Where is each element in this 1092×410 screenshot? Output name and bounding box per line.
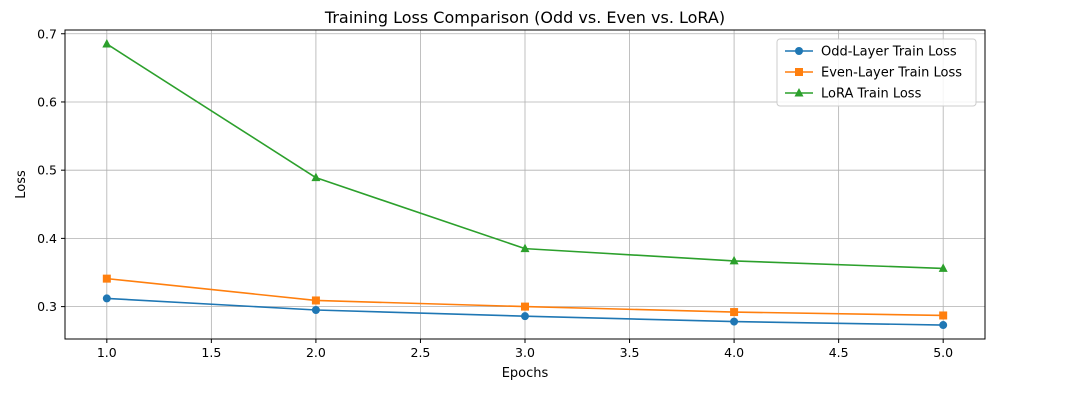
- legend-item: Even-Layer Train Loss: [785, 66, 962, 81]
- data-point: [521, 302, 529, 311]
- data-point: [520, 243, 530, 253]
- legend-item: Odd-Layer Train Loss: [785, 45, 957, 60]
- x-tick-label: 4.5: [829, 345, 849, 360]
- y-tick-label: 0.5: [37, 163, 57, 178]
- x-axis-label: Epochs: [502, 366, 549, 381]
- x-tick-label: 4.0: [724, 345, 744, 360]
- legend-marker: [795, 47, 803, 55]
- x-tick-label: 1.5: [201, 345, 221, 360]
- y-tick-label: 0.6: [37, 94, 57, 109]
- y-axis-label: Loss: [14, 170, 29, 199]
- legend-marker: [794, 88, 804, 97]
- legend-label: Even-Layer Train Loss: [821, 66, 962, 81]
- x-tick-label: 5.0: [933, 345, 953, 360]
- x-tick-label: 1.0: [97, 345, 117, 360]
- data-point: [730, 317, 739, 326]
- data-point: [311, 306, 320, 315]
- y-tick-label: 0.4: [37, 231, 57, 246]
- legend-marker: [795, 68, 803, 76]
- x-tick-label: 2.0: [306, 345, 326, 360]
- y-tick-label: 0.7: [37, 26, 57, 41]
- x-tick-label: 3.5: [620, 345, 640, 360]
- data-point: [102, 294, 111, 303]
- data-point: [730, 308, 739, 317]
- data-point: [311, 172, 321, 182]
- data-point: [102, 274, 111, 283]
- data-point: [939, 311, 948, 320]
- data-point: [311, 296, 320, 305]
- series-2: [102, 274, 948, 320]
- x-tick-label: 2.5: [411, 345, 431, 360]
- series-3: [102, 38, 948, 272]
- data-point: [939, 321, 948, 330]
- legend: Odd-Layer Train Loss Even-Layer Train Los…: [776, 38, 977, 107]
- legend-label: LoRA Train Loss: [821, 87, 922, 102]
- series-layer: [102, 38, 948, 330]
- data-point: [938, 263, 948, 272]
- series-1: [102, 294, 948, 330]
- tick-layer: 1.0 1.5 2.0 2.5 3.0 3.5 4.0 4.5 5.0 0.3 0.4 0.5 0.6 0…: [37, 26, 953, 360]
- legend-box: [776, 38, 977, 107]
- legend-label: Odd-Layer Train Loss: [821, 45, 957, 60]
- chart-title: Training Loss Comparison (Odd vs. Even v…: [324, 8, 725, 27]
- data-point: [729, 255, 739, 265]
- x-tick-label: 3.0: [515, 345, 535, 360]
- data-point: [102, 38, 112, 48]
- legend-item: LoRA Train Loss: [785, 87, 922, 102]
- data-point: [521, 312, 529, 321]
- y-tick-label: 0.3: [37, 299, 57, 314]
